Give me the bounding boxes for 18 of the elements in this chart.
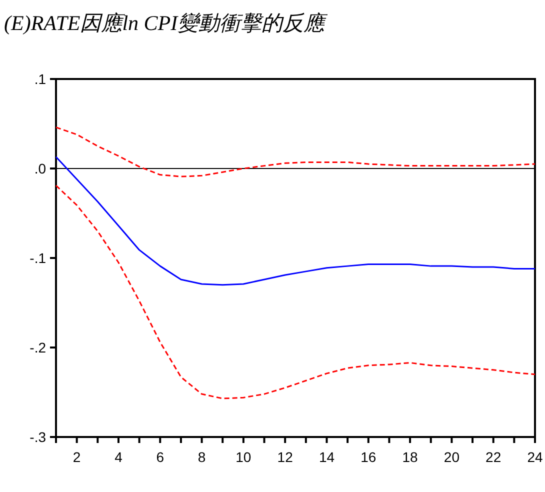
x-tick-label: 16 [360,449,376,465]
x-tick-label: 14 [318,449,335,465]
x-tick-label: 8 [198,449,206,465]
x-tick-label: 10 [236,449,252,465]
y-tick-label: -.2 [30,340,46,356]
y-tick-label: .1 [34,71,46,87]
y-tick-label: -.3 [30,429,46,445]
y-tick-label: -.1 [30,250,46,266]
title: (E)RATE因應ln CPI變動衝擊的反應 [4,11,325,35]
y-tick-label: .0 [34,160,46,176]
x-tick-label: 4 [114,449,123,465]
x-tick-label: 24 [527,449,543,465]
x-tick-label: 22 [486,449,502,465]
x-tick-label: 20 [444,449,460,465]
x-tick-label: 2 [72,449,81,465]
x-tick-label: 12 [277,449,294,465]
x-tick-label: 18 [402,449,418,465]
x-tick-label: 6 [156,449,164,465]
